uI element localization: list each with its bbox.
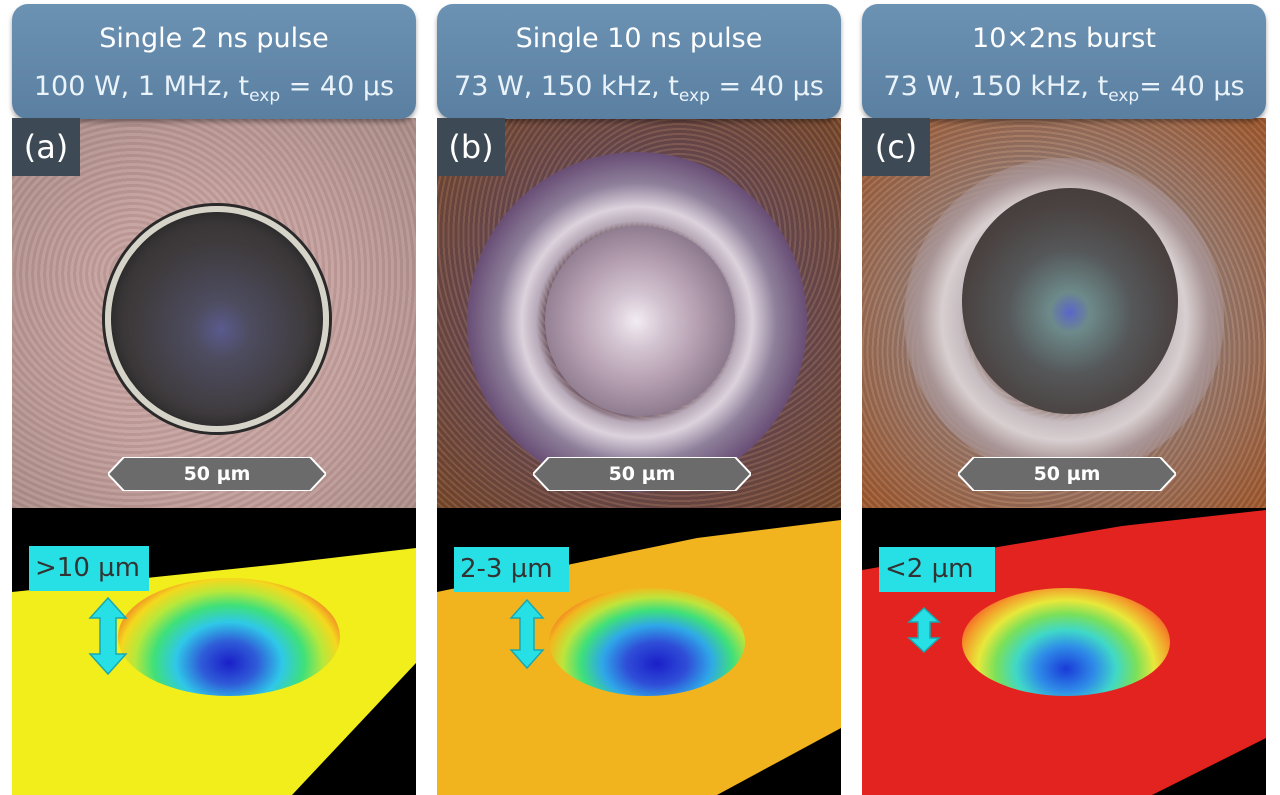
- surface-profile: 2-3 µm: [437, 508, 841, 795]
- panel-c: 10×2ns burst 73 W, 150 kHz, texp= 40 µs …: [858, 0, 1270, 795]
- panel-header: Single 10 ns pulse 73 W, 150 kHz, texp =…: [437, 4, 841, 119]
- depth-tag: <2 µm: [879, 547, 995, 592]
- panel-b: Single 10 ns pulse 73 W, 150 kHz, texp =…: [433, 0, 845, 795]
- surface-profile: <2 µm: [862, 508, 1266, 795]
- depth-tag: >10 µm: [29, 546, 149, 591]
- panel-header: 10×2ns burst 73 W, 150 kHz, texp= 40 µs: [862, 4, 1266, 119]
- scale-bar: 50 µm: [531, 456, 753, 492]
- depth-tag: 2-3 µm: [454, 547, 569, 592]
- micrograph: (b) 50 µm: [437, 118, 841, 508]
- panel-parameters: 100 W, 1 MHz, texp = 40 µs: [33, 71, 395, 106]
- scale-bar-label: 50 µm: [183, 463, 251, 485]
- depth-arrow-icon: [907, 606, 941, 654]
- panel-header: Single 2 ns pulse 100 W, 1 MHz, texp = 4…: [12, 4, 416, 119]
- depth-arrow-icon: [88, 596, 128, 676]
- panel-label: (b): [437, 118, 505, 176]
- crater-3d: [118, 578, 340, 696]
- panel-title: Single 2 ns pulse: [99, 23, 329, 54]
- panel-a: Single 2 ns pulse 100 W, 1 MHz, texp = 4…: [8, 0, 420, 795]
- crater-3d: [962, 588, 1170, 696]
- panel-parameters: 73 W, 150 kHz, texp = 40 µs: [454, 71, 824, 106]
- micrograph: (a) 50 µm: [12, 118, 416, 508]
- crater-photo: [545, 226, 735, 416]
- scale-bar-label: 50 µm: [608, 463, 676, 485]
- panel-title: 10×2ns burst: [972, 23, 1156, 54]
- panel-label: (c): [862, 118, 930, 176]
- panel-title: Single 10 ns pulse: [515, 23, 763, 54]
- panel-label: (a): [12, 118, 80, 176]
- panel-parameters: 73 W, 150 kHz, texp= 40 µs: [883, 71, 1245, 106]
- depth-arrow-icon: [509, 598, 545, 670]
- micrograph: (c) 50 µm: [862, 118, 1266, 508]
- crater-3d: [549, 588, 745, 696]
- scale-bar-label: 50 µm: [1033, 463, 1101, 485]
- crater-photo: [962, 188, 1178, 414]
- scale-bar: 50 µm: [106, 456, 328, 492]
- surface-profile: >10 µm: [12, 508, 416, 795]
- crater-photo: [105, 206, 329, 432]
- scale-bar: 50 µm: [956, 456, 1178, 492]
